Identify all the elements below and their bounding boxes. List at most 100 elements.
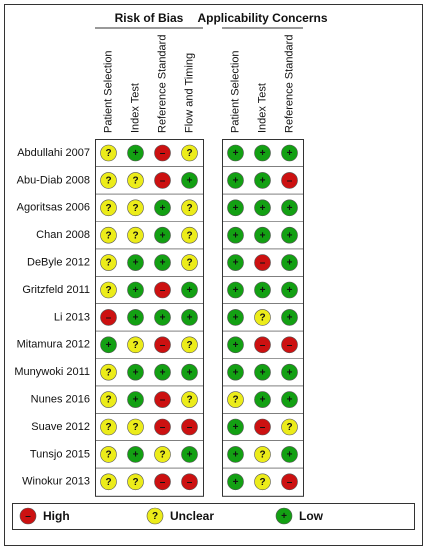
judgment-symbol: ? bbox=[105, 230, 111, 241]
judgment-circle bbox=[227, 281, 244, 299]
judgment-symbol: + bbox=[260, 176, 266, 187]
judgment-symbol: ? bbox=[132, 477, 138, 488]
judgment-symbol: + bbox=[133, 313, 139, 324]
judgment-symbol: – bbox=[106, 313, 112, 324]
judgment-symbol: + bbox=[187, 367, 193, 378]
judgment-symbol: + bbox=[287, 148, 293, 159]
judgment-symbol: – bbox=[160, 285, 166, 296]
legend-label: Low bbox=[299, 509, 324, 523]
judgment-circle bbox=[127, 144, 144, 162]
judgment-circle bbox=[127, 226, 144, 244]
judgment-circle bbox=[227, 309, 244, 326]
judgment-circle bbox=[227, 199, 244, 217]
judgment-symbol: – bbox=[160, 395, 166, 406]
group-box bbox=[222, 139, 304, 497]
judgment-symbol: ? bbox=[105, 285, 111, 296]
judgment-symbol: ? bbox=[105, 477, 111, 488]
judgment-circle bbox=[281, 446, 298, 463]
column-header: Reference Standard bbox=[283, 35, 295, 133]
judgment-circle bbox=[281, 281, 298, 299]
judgment-symbol: + bbox=[233, 203, 239, 214]
judgment-circle bbox=[281, 309, 298, 326]
judgment-symbol: ? bbox=[286, 422, 292, 433]
study-name: Mitamura 2012 bbox=[17, 339, 90, 351]
judgment-circle bbox=[154, 199, 171, 217]
judgment-symbol: ? bbox=[132, 230, 138, 241]
judgment-circle bbox=[154, 144, 171, 162]
study-name: Tunsjo 2015 bbox=[30, 448, 90, 460]
judgment-circle bbox=[100, 391, 117, 408]
judgment-circle bbox=[127, 446, 144, 463]
judgment-circle bbox=[227, 363, 244, 381]
judgment-circle bbox=[181, 309, 198, 326]
judgment-circle bbox=[181, 144, 198, 162]
judgment-symbol: + bbox=[287, 450, 293, 461]
judgment-circle bbox=[281, 144, 298, 162]
judgment-circle bbox=[154, 254, 171, 271]
judgment-symbol: + bbox=[260, 203, 266, 214]
judgment-symbol: + bbox=[160, 230, 166, 241]
judgment-symbol: + bbox=[187, 176, 193, 187]
judgment-symbol: + bbox=[287, 203, 293, 214]
judgment-symbol: + bbox=[260, 230, 266, 241]
study-name: Abdullahi 2007 bbox=[17, 147, 90, 159]
judgment-symbol: + bbox=[233, 230, 239, 241]
study-name: Munywoki 2011 bbox=[14, 366, 90, 378]
study-name: Chan 2008 bbox=[36, 229, 90, 241]
judgment-circle bbox=[254, 226, 271, 244]
judgment-circle bbox=[181, 391, 198, 408]
judgment-circle bbox=[181, 418, 198, 436]
judgment-symbol: – bbox=[187, 477, 193, 488]
judgment-symbol: ? bbox=[186, 230, 192, 241]
judgment-symbol: ? bbox=[132, 203, 138, 214]
judgment-circle bbox=[154, 172, 171, 189]
judgment-symbol: ? bbox=[105, 422, 111, 433]
judgment-circle bbox=[227, 336, 244, 354]
study-name: Agoritsas 2006 bbox=[17, 202, 90, 214]
judgment-symbol: + bbox=[233, 477, 239, 488]
judgment-symbol: + bbox=[233, 285, 239, 296]
judgment-symbol: + bbox=[260, 148, 266, 159]
judgment-symbol: + bbox=[233, 422, 239, 433]
judgment-symbol: + bbox=[287, 367, 293, 378]
judgment-symbol: + bbox=[187, 313, 193, 324]
legend-circle bbox=[275, 507, 293, 525]
judgment-circle bbox=[181, 199, 198, 217]
judgment-circle bbox=[254, 336, 271, 354]
judgment-circle bbox=[254, 363, 271, 381]
judgment-symbol: – bbox=[160, 477, 166, 488]
judgment-circle bbox=[227, 144, 244, 162]
judgment-symbol: + bbox=[133, 367, 139, 378]
judgment-symbol: + bbox=[233, 367, 239, 378]
study-name: Winokur 2013 bbox=[22, 476, 90, 488]
judgment-circle bbox=[281, 391, 298, 408]
judgment-symbol: ? bbox=[105, 395, 111, 406]
judgment-circle bbox=[127, 418, 144, 436]
judgment-circle bbox=[281, 199, 298, 217]
judgment-symbol: + bbox=[133, 285, 139, 296]
judgment-circle bbox=[100, 226, 117, 244]
judgment-symbol: – bbox=[287, 176, 293, 187]
judgment-circle bbox=[127, 336, 144, 354]
judgment-circle bbox=[227, 254, 244, 271]
study-name: Li 2013 bbox=[54, 311, 90, 323]
legend-label: High bbox=[43, 509, 70, 523]
judgment-circle bbox=[181, 446, 198, 463]
judgment-circle bbox=[254, 144, 271, 162]
judgment-symbol: + bbox=[233, 340, 239, 351]
judgment-symbol: + bbox=[233, 313, 239, 324]
judgment-symbol: ? bbox=[105, 203, 111, 214]
judgment-symbol: ? bbox=[259, 313, 265, 324]
group-title: Risk of Bias bbox=[115, 11, 184, 25]
judgment-symbol: + bbox=[187, 450, 193, 461]
legend-label: Unclear bbox=[170, 509, 214, 523]
judgment-symbol: + bbox=[233, 258, 239, 269]
judgment-circle bbox=[127, 363, 144, 381]
column-header: Index Test bbox=[129, 83, 141, 133]
judgment-symbol: ? bbox=[105, 176, 111, 187]
judgment-symbol: – bbox=[187, 422, 193, 433]
judgment-symbol: – bbox=[160, 148, 166, 159]
judgment-circle bbox=[181, 281, 198, 299]
judgment-circle bbox=[254, 281, 271, 299]
